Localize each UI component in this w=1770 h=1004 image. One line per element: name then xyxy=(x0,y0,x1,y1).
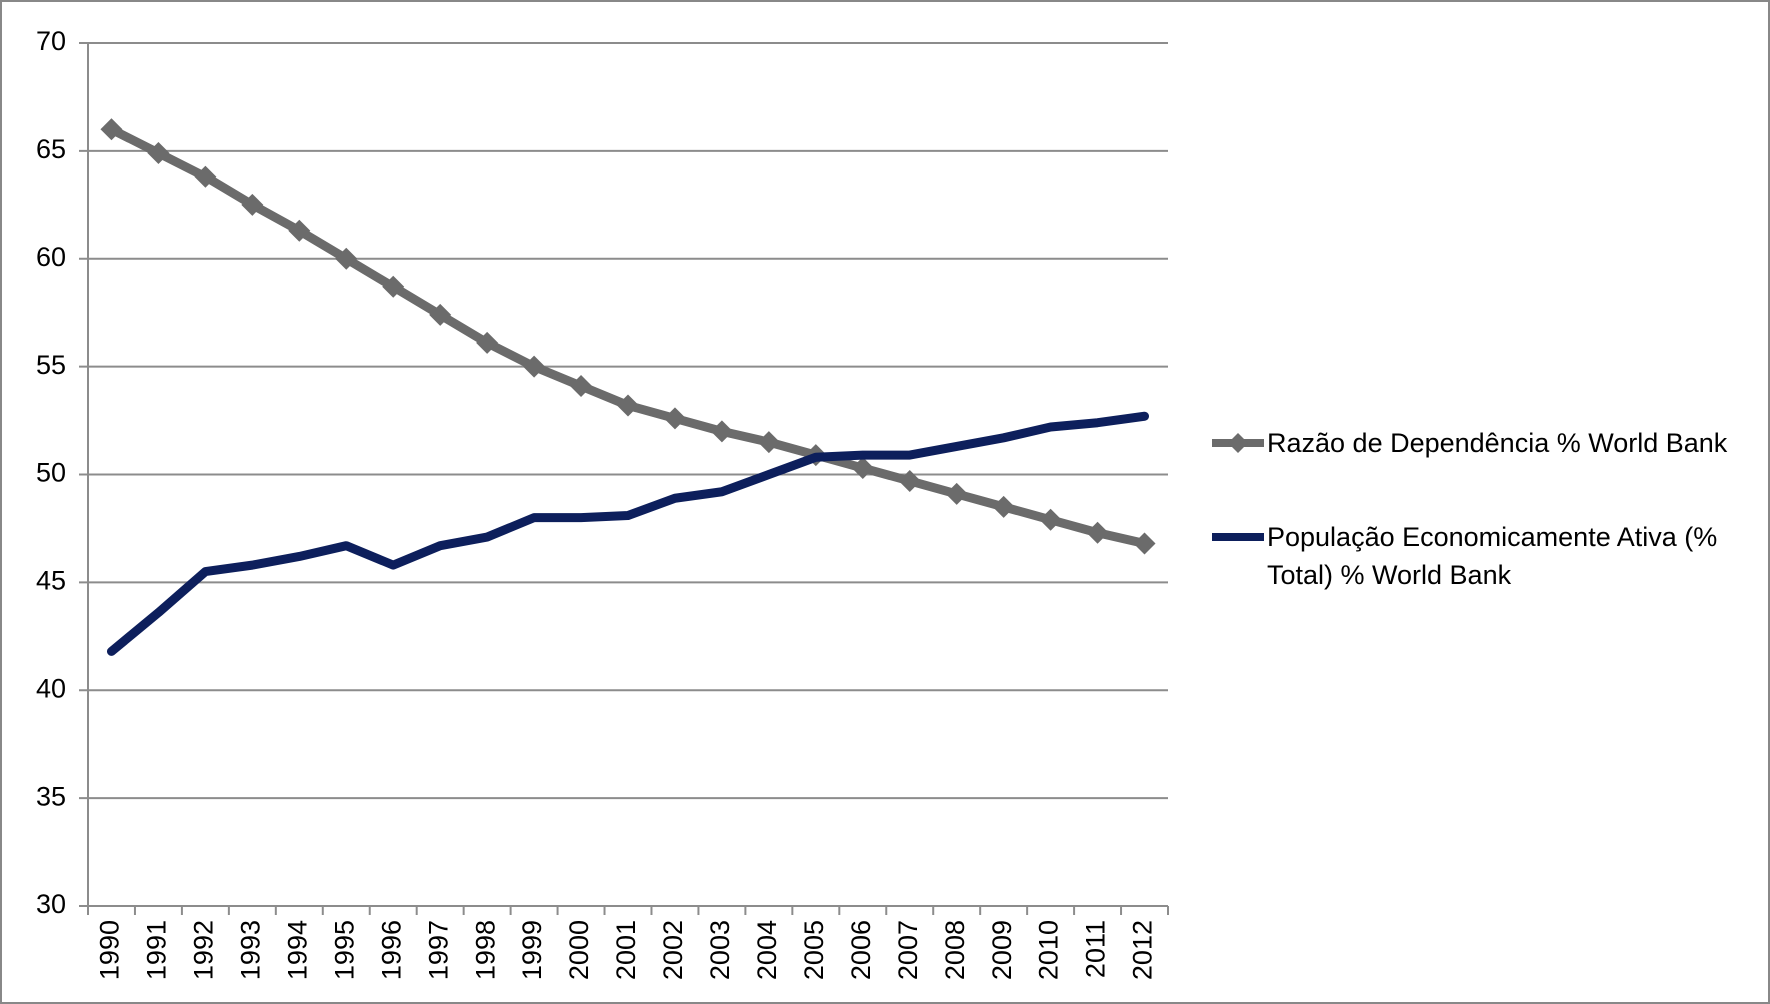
marker xyxy=(570,375,593,398)
marker xyxy=(1133,532,1156,555)
marker xyxy=(382,275,405,298)
y-tick-label: 40 xyxy=(36,673,66,703)
marker xyxy=(241,193,264,216)
x-tick-label: 2002 xyxy=(658,920,688,980)
y-tick-label: 65 xyxy=(36,134,66,164)
marker xyxy=(147,142,170,165)
marker xyxy=(992,495,1015,518)
x-tick-label: 1994 xyxy=(282,920,312,980)
x-tick-label: 2010 xyxy=(1034,920,1064,980)
marker xyxy=(476,331,499,354)
marker xyxy=(194,165,217,188)
marker xyxy=(335,247,358,270)
x-tick-label: 1991 xyxy=(142,920,172,980)
marker xyxy=(945,482,968,505)
marker xyxy=(1039,508,1062,531)
y-tick-label: 55 xyxy=(36,350,66,380)
y-tick-label: 30 xyxy=(36,889,66,919)
marker xyxy=(851,457,874,480)
y-tick-label: 35 xyxy=(36,781,66,811)
x-tick-label: 2005 xyxy=(799,920,829,980)
legend-label: População Economicamente Ativa (% Total)… xyxy=(1267,522,1718,590)
y-tick-label: 45 xyxy=(36,566,66,596)
marker xyxy=(288,219,311,242)
x-tick-label: 1999 xyxy=(517,920,547,980)
marker xyxy=(663,407,686,430)
marker xyxy=(1086,521,1109,544)
x-tick-label: 2004 xyxy=(752,920,782,980)
y-tick-label: 60 xyxy=(36,242,66,272)
y-tick-label: 70 xyxy=(36,26,66,56)
x-tick-label: 1998 xyxy=(470,920,500,980)
x-tick-label: 1996 xyxy=(376,920,406,980)
x-tick-label: 1992 xyxy=(189,920,219,980)
marker xyxy=(757,431,780,454)
marker xyxy=(429,303,452,326)
marker xyxy=(100,118,123,141)
x-tick-label: 2000 xyxy=(564,920,594,980)
x-tick-label: 2006 xyxy=(846,920,876,980)
marker xyxy=(898,469,921,492)
x-tick-label: 2012 xyxy=(1128,920,1158,980)
marker xyxy=(617,394,639,417)
marker xyxy=(710,420,733,443)
x-tick-label: 1997 xyxy=(423,920,453,980)
x-tick-label: 1993 xyxy=(235,920,265,980)
x-tick-label: 2008 xyxy=(940,920,970,980)
x-tick-label: 2011 xyxy=(1081,920,1111,978)
marker xyxy=(523,355,546,378)
series-line xyxy=(106,124,1150,549)
x-tick-label: 2001 xyxy=(611,920,641,980)
y-tick-label: 50 xyxy=(36,458,66,488)
legend-marker xyxy=(1228,433,1248,453)
x-tick-label: 2003 xyxy=(705,920,735,980)
x-tick-label: 1990 xyxy=(95,920,125,980)
x-tick-label: 2009 xyxy=(987,920,1017,980)
legend-label: Razão de Dependência % World Bank xyxy=(1267,428,1728,458)
series-line xyxy=(106,411,1150,656)
x-tick-label: 2007 xyxy=(893,920,923,980)
x-tick-label: 1995 xyxy=(329,920,359,980)
